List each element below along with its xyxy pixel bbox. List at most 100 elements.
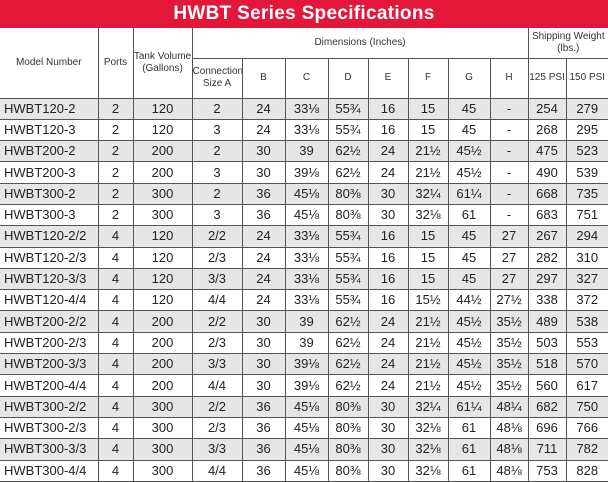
cell-g: 45½ bbox=[447, 374, 491, 397]
cell-d: 62½ bbox=[327, 140, 369, 163]
cell-weight-150psi: 553 bbox=[565, 331, 608, 355]
cell-connection-size: 2/3 bbox=[191, 416, 243, 440]
cell-ports: 2 bbox=[97, 203, 134, 227]
cell-ports: 4 bbox=[97, 374, 134, 397]
cell-b: 30 bbox=[241, 161, 286, 184]
cell-connection-size: 2/2 bbox=[191, 395, 243, 418]
cell-d: 55¾ bbox=[327, 97, 369, 120]
cell-e: 16 bbox=[367, 246, 409, 269]
table-row: HWBT120-2/2 4 120 2/2 24 33⅛ 55¾ 16 15 45 27 267 294 bbox=[0, 225, 608, 248]
cell-ports: 2 bbox=[97, 118, 134, 142]
cell-model: HWBT120-3 bbox=[0, 118, 99, 142]
cell-e: 24 bbox=[367, 374, 409, 397]
cell-b: 36 bbox=[241, 395, 286, 418]
cell-h: 48¼ bbox=[489, 395, 529, 418]
header-e: E bbox=[367, 57, 409, 99]
cell-ports: 4 bbox=[97, 331, 134, 355]
table-row: HWBT120-4/4 4 120 4/4 24 33⅛ 55¾ 16 15½ 44½ 27½ 338… bbox=[0, 289, 608, 312]
cell-model: HWBT120-2 bbox=[0, 97, 99, 120]
cell-ports: 4 bbox=[97, 416, 134, 440]
cell-connection-size: 2/3 bbox=[191, 246, 243, 269]
cell-connection-size: 2 bbox=[191, 182, 243, 205]
cell-weight-150psi: 295 bbox=[565, 118, 608, 142]
cell-e: 16 bbox=[367, 225, 409, 248]
cell-weight-150psi: 327 bbox=[565, 267, 608, 291]
cell-h: - bbox=[489, 118, 529, 142]
cell-ports: 4 bbox=[97, 459, 134, 482]
cell-b: 30 bbox=[241, 140, 286, 163]
cell-b: 24 bbox=[241, 97, 286, 120]
cell-connection-size: 4/4 bbox=[191, 374, 243, 397]
cell-ports: 2 bbox=[97, 161, 134, 184]
table-row: HWBT300-4/4 4 300 4/4 36 45⅛ 80⅜ 30 32⅛ 61 48⅛ 753 8… bbox=[0, 459, 608, 482]
cell-c: 33⅛ bbox=[284, 246, 329, 269]
cell-tank-volume: 120 bbox=[132, 246, 193, 269]
cell-weight-125psi: 711 bbox=[527, 438, 567, 461]
cell-g: 45 bbox=[447, 246, 491, 269]
cell-tank-volume: 120 bbox=[132, 289, 193, 312]
cell-tank-volume: 200 bbox=[132, 161, 193, 184]
cell-b: 36 bbox=[241, 459, 286, 482]
cell-c: 45⅛ bbox=[284, 459, 329, 482]
cell-b: 24 bbox=[241, 225, 286, 248]
cell-model: HWBT300-3/3 bbox=[0, 438, 99, 461]
table-row: HWBT300-3 2 300 3 36 45⅛ 80⅜ 30 32⅛ 61-683 751 bbox=[0, 203, 608, 227]
table-row: HWBT300-2/2 4 300 2/2 36 45⅛ 80⅜ 30 32¼ 61¼ 48¼ 682… bbox=[0, 395, 608, 418]
cell-weight-150psi: 766 bbox=[565, 416, 608, 440]
cell-f: 21½ bbox=[407, 331, 449, 355]
cell-tank-volume: 300 bbox=[132, 416, 193, 440]
cell-e: 30 bbox=[367, 459, 409, 482]
cell-f: 15 bbox=[407, 267, 449, 291]
cell-c: 45⅛ bbox=[284, 182, 329, 205]
cell-weight-150psi: 310 bbox=[565, 246, 608, 269]
cell-f: 21½ bbox=[407, 353, 449, 376]
cell-weight-150psi: 751 bbox=[565, 203, 608, 227]
cell-tank-volume: 120 bbox=[132, 118, 193, 142]
cell-ports: 4 bbox=[97, 267, 134, 291]
table-row: HWBT200-3 2 200 3 30 39⅛ 62½ 24 21½ 45½ -490 539 bbox=[0, 161, 608, 184]
cell-model: HWBT300-3 bbox=[0, 203, 99, 227]
cell-g: 61 bbox=[447, 203, 491, 227]
cell-f: 21½ bbox=[407, 161, 449, 184]
cell-ports: 4 bbox=[97, 395, 134, 418]
cell-weight-125psi: 489 bbox=[527, 310, 567, 333]
cell-e: 16 bbox=[367, 289, 409, 312]
cell-h: 35½ bbox=[489, 353, 529, 376]
cell-weight-125psi: 268 bbox=[527, 118, 567, 142]
header-h: H bbox=[489, 57, 529, 99]
cell-h: 27½ bbox=[489, 289, 529, 312]
cell-h: 48⅛ bbox=[489, 416, 529, 440]
cell-g: 61¼ bbox=[447, 182, 491, 205]
cell-f: 21½ bbox=[407, 310, 449, 333]
table-row: HWBT200-4/4 4 200 4/4 30 39⅛ 62½ 24 21½ 45½ 35½ 560… bbox=[0, 374, 608, 397]
cell-b: 36 bbox=[241, 438, 286, 461]
cell-d: 62½ bbox=[327, 331, 369, 355]
table-row: HWBT120-2/3 4 120 2/3 24 33⅛ 55¾ 16 15 45 27 282 310 bbox=[0, 246, 608, 269]
cell-weight-125psi: 282 bbox=[527, 246, 567, 269]
cell-connection-size: 2 bbox=[191, 97, 243, 120]
cell-h: 27 bbox=[489, 267, 529, 291]
header-d: D bbox=[327, 57, 369, 99]
cell-connection-size: 3 bbox=[191, 203, 243, 227]
cell-weight-150psi: 279 bbox=[565, 97, 608, 120]
cell-e: 24 bbox=[367, 310, 409, 333]
cell-weight-125psi: 696 bbox=[527, 416, 567, 440]
cell-b: 30 bbox=[241, 374, 286, 397]
cell-g: 45½ bbox=[447, 161, 491, 184]
cell-ports: 2 bbox=[97, 97, 134, 120]
cell-tank-volume: 300 bbox=[132, 182, 193, 205]
cell-f: 21½ bbox=[407, 140, 449, 163]
table-row: HWBT200-2 2 200 2 30 39 62½ 24 21½ 45½ -475 523 bbox=[0, 140, 608, 163]
cell-model: HWBT300-2/3 bbox=[0, 416, 99, 440]
cell-e: 24 bbox=[367, 161, 409, 184]
cell-b: 30 bbox=[241, 331, 286, 355]
cell-ports: 2 bbox=[97, 140, 134, 163]
cell-e: 30 bbox=[367, 416, 409, 440]
cell-weight-125psi: 490 bbox=[527, 161, 567, 184]
specifications-table: Model Number Ports Tank Volume (Gallons)… bbox=[0, 28, 608, 482]
cell-model: HWBT200-4/4 bbox=[0, 374, 99, 397]
header-g: G bbox=[447, 57, 491, 99]
cell-weight-125psi: 475 bbox=[527, 140, 567, 163]
cell-g: 45½ bbox=[447, 331, 491, 355]
table-title: HWBT Series Specifications bbox=[0, 0, 608, 28]
